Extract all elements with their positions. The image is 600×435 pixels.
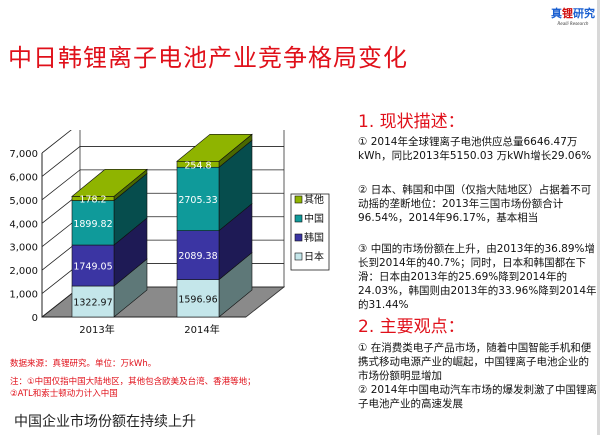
- gridline: [41, 130, 72, 154]
- data-label: 1596.96: [178, 294, 217, 305]
- logo: 真锂研究 Realli Research: [551, 7, 595, 26]
- bar-segment: [176, 166, 220, 231]
- conclusion-text: 中国企业市场份额在持续上升: [14, 414, 196, 430]
- data-label: 1322.97: [73, 298, 112, 309]
- section1-item: ② 日本、韩国和中国（仅指大陆地区）占据着不可动摇的垄断地位：2013年三国市场…: [358, 184, 592, 224]
- x-tick-label: 2014年: [184, 323, 219, 336]
- y-tick-label: 4,000: [9, 219, 38, 230]
- note-2: ②ATL和索士顿动力计入中国: [10, 389, 118, 399]
- y-tick-label: 5,000: [9, 196, 38, 207]
- note-1: 注：①中国仅指中国大陆地区，其他包含欧美及台湾、香港等地；: [10, 377, 256, 387]
- legend-label: 韩国: [304, 231, 324, 244]
- y-tick-label: 7,000: [9, 149, 38, 160]
- y-tick-label: 0: [32, 313, 38, 324]
- y-tick-label: 1,000: [9, 290, 38, 301]
- legend-swatch: [294, 214, 303, 223]
- data-source-note: 数据来源：真锂研究。单位：万kWh。: [10, 359, 157, 369]
- slide-title: 中日韩锂离子电池产业竞争格局变化: [8, 44, 408, 72]
- bar-top: [176, 133, 253, 162]
- bar-segment: [71, 200, 115, 246]
- section2-heading: 2. 主要观点：: [358, 317, 465, 337]
- legend-swatch: [294, 252, 303, 261]
- legend-label: 日本: [304, 250, 324, 263]
- legend-label: 其他: [304, 193, 324, 206]
- x-tick-label: 2013年: [79, 323, 114, 336]
- data-label: 1899.82: [73, 219, 112, 230]
- section1-heading: 1. 现状描述：: [358, 112, 465, 132]
- legend-swatch: [294, 233, 303, 242]
- section2-item: ② 2014年中国电动汽车市场的爆发刺激了中国锂离子电池产业的高速发展: [358, 384, 597, 410]
- y-tick-label: 2,000: [9, 266, 38, 277]
- data-label: 1749.05: [73, 262, 112, 273]
- bar-top: [71, 169, 148, 197]
- bar-segment: [176, 230, 220, 280]
- data-label: 2089.38: [178, 251, 217, 262]
- slide-border: [597, 0, 600, 435]
- bar-segment: [71, 244, 115, 287]
- legend-swatch: [294, 195, 303, 204]
- data-label: 178.2: [79, 194, 106, 205]
- section2-item: ① 在消费类电子产品市场，随着中国智能手机和便携式移动电源产业的崛起，中国锂离子…: [358, 342, 592, 382]
- bar-segment: [71, 285, 115, 318]
- data-label: 254.8: [184, 160, 211, 171]
- section1-item: ① 2014年全球锂离子电池供应总量6646.47万kWh，同比2013年515…: [358, 136, 592, 162]
- y-tick-label: 3,000: [9, 243, 38, 254]
- legend-label: 中国: [304, 212, 324, 225]
- bar-segment: [176, 279, 220, 318]
- data-label: 2705.33: [178, 195, 217, 206]
- y-tick-label: 6,000: [9, 172, 38, 183]
- section1-item: ③ 中国的市场份额在上升，由2013年的36.89%增长到2014年的40.7%…: [358, 243, 597, 311]
- stacked-bar-chart: 0 1,000 2,000 3,000 4,000 5,000 6,000 7,000 1322…: [9, 130, 330, 336]
